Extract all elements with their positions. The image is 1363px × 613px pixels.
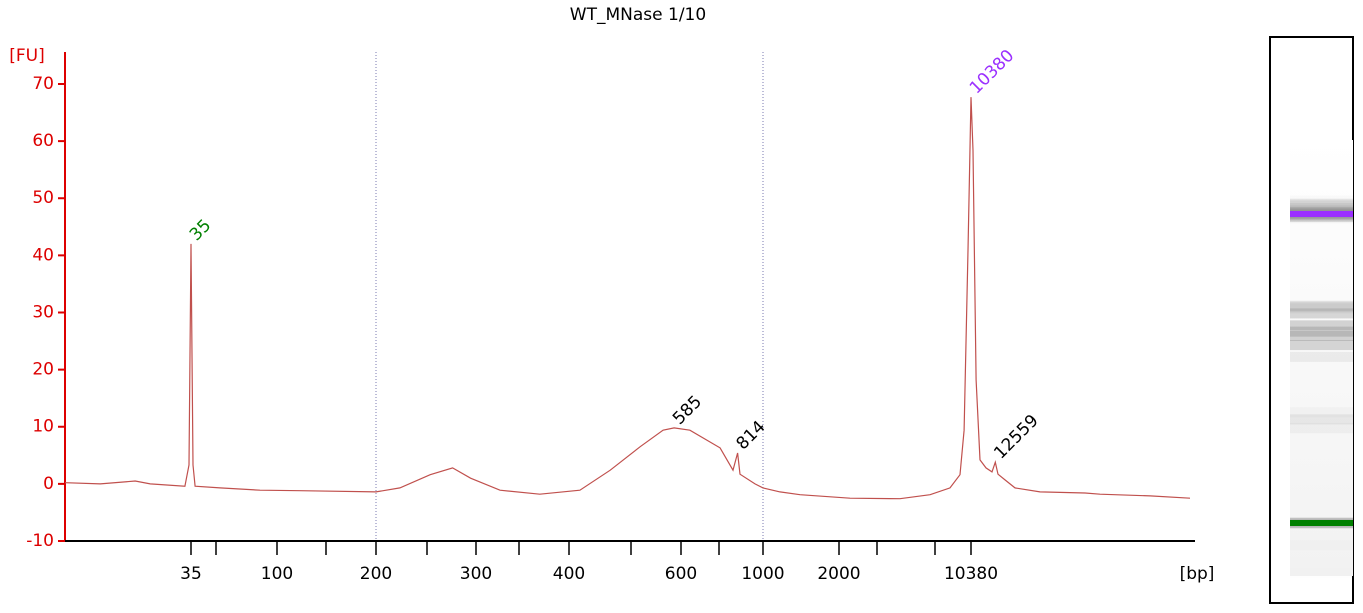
gel-smear <box>1290 340 1353 351</box>
gel-smear <box>1290 414 1353 425</box>
gel-smear <box>1290 205 1353 216</box>
gel-smear <box>1290 407 1353 418</box>
gel-smear <box>1290 213 1353 224</box>
gel-marker-band <box>1290 211 1353 217</box>
gel-smear <box>1290 326 1353 337</box>
y-axis-label: [FU] <box>9 46 45 66</box>
y-tick-label: 50 <box>32 188 54 208</box>
gel-smear <box>1290 308 1353 319</box>
peak-label: 585 <box>669 392 706 429</box>
y-tick-label: 30 <box>32 302 54 322</box>
gel-marker-band <box>1290 520 1353 526</box>
gel-smear <box>1290 203 1353 214</box>
gel-smear <box>1290 568 1353 578</box>
y-tick-label: 60 <box>32 131 54 151</box>
trace <box>64 97 1191 500</box>
gel-smear <box>1290 200 1353 211</box>
gel-smear <box>1290 196 1353 206</box>
peak-label: 35 <box>186 216 215 245</box>
y-tick-label: 70 <box>32 74 54 94</box>
gel-smear <box>1290 300 1353 311</box>
y-tick-label: 0 <box>43 474 54 494</box>
peak-label: 814 <box>733 417 770 454</box>
gel-smear <box>1290 330 1353 341</box>
x-tick-label: 10380 <box>944 564 998 584</box>
x-tick-label: 300 <box>460 564 492 584</box>
y-tick-label: 40 <box>32 245 54 265</box>
gel-smear <box>1290 198 1353 209</box>
gel-smear <box>1290 199 1353 210</box>
gel-smear <box>1290 351 1353 362</box>
y-tick-label: 10 <box>32 417 54 437</box>
x-tick-label: 1000 <box>741 564 784 584</box>
gel-smear <box>1290 303 1353 314</box>
gel-smear <box>1290 423 1353 434</box>
x-tick-label: 2000 <box>817 564 860 584</box>
y-tick-label: 20 <box>32 360 54 380</box>
gel-smear <box>1290 540 1353 550</box>
gel-smear <box>1290 320 1353 331</box>
x-tick-label: 35 <box>180 564 202 584</box>
x-axis-label: [bp] <box>1180 564 1215 584</box>
gel-smear <box>1290 301 1353 312</box>
x-tick-label: 400 <box>553 564 585 584</box>
x-tick-label: 100 <box>261 564 293 584</box>
chart-title: WT_MNase 1/10 <box>570 5 706 25</box>
x-tick-label: 600 <box>665 564 697 584</box>
x-tick-label: 200 <box>360 564 392 584</box>
peak-label: 12559 <box>990 411 1042 463</box>
y-tick-label: -10 <box>26 531 54 551</box>
peak-label: 10380 <box>966 46 1018 98</box>
